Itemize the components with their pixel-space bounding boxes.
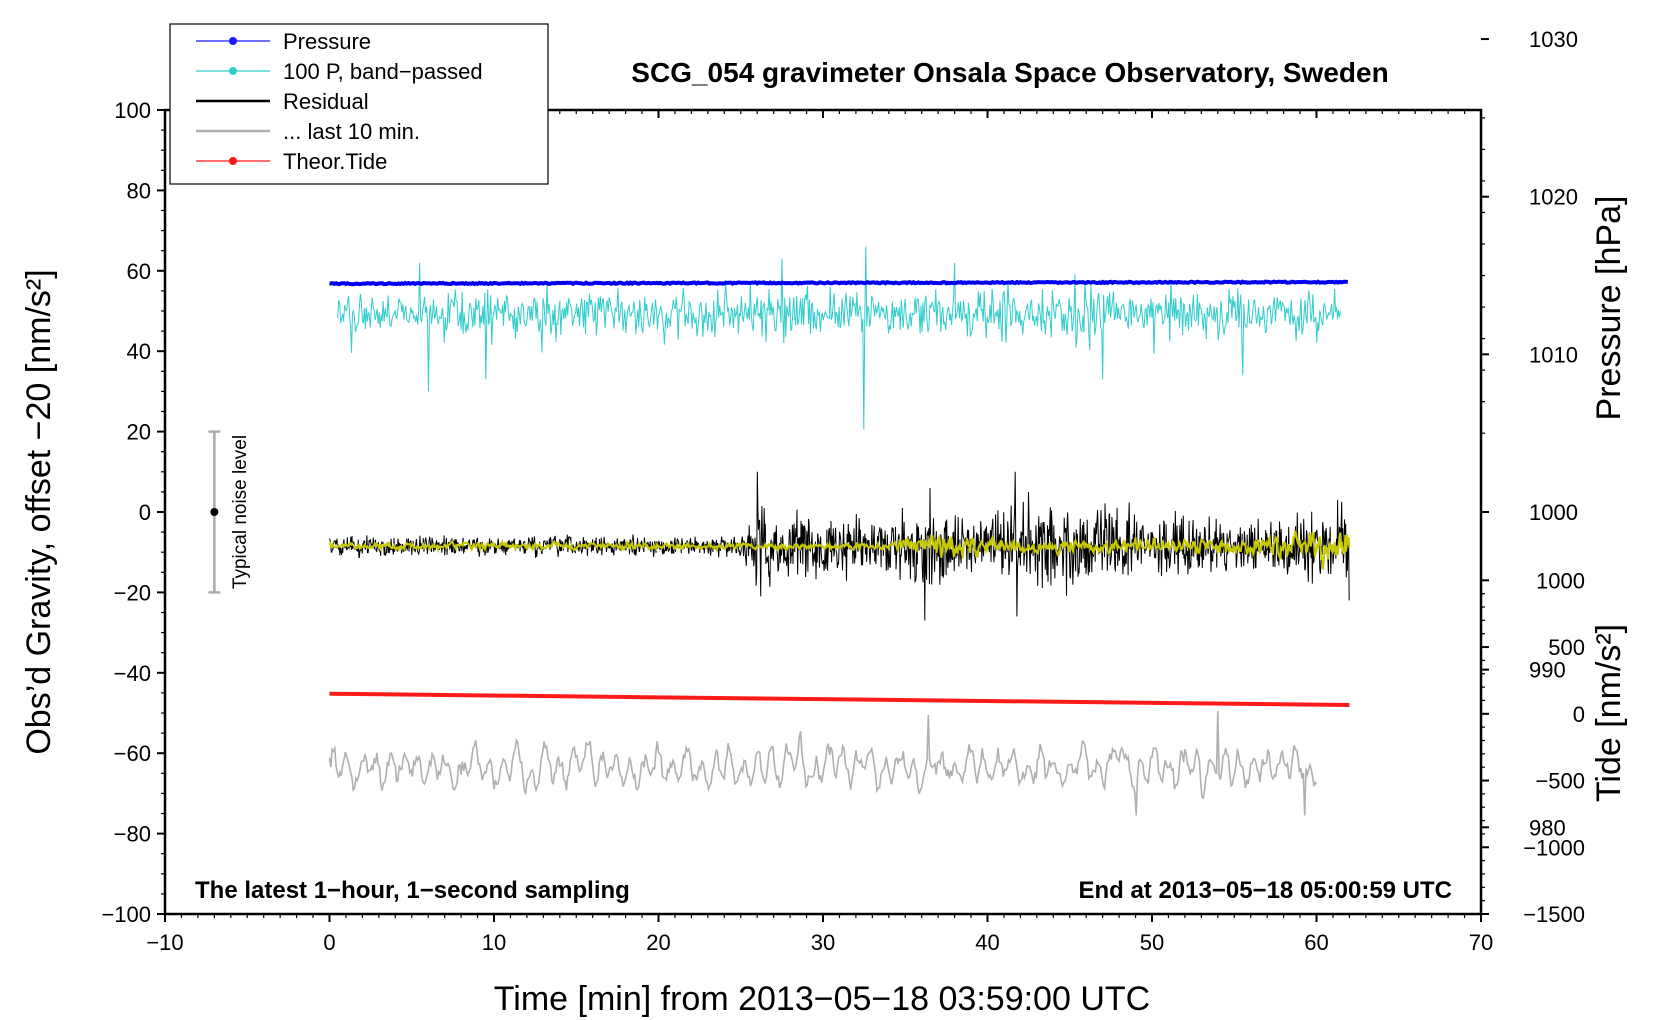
noise-bar-center-dot: [210, 508, 219, 516]
legend: Pressure 100 P, band−passed Residual ... la…: [169, 23, 549, 185]
series-last-10-min: [328, 710, 1318, 816]
series-theoretical-tide: [329, 691, 1350, 707]
tide-tick-label: 500: [1548, 635, 1585, 660]
pressure-tick-label: 1020: [1529, 185, 1578, 210]
x-tick-label: 30: [811, 930, 835, 955]
y-tick-label: −20: [114, 580, 151, 605]
series-layer: [328, 246, 1351, 816]
series-residual-smoothed: [328, 530, 1351, 570]
x-tick-label: 0: [323, 930, 335, 955]
x-tick-label: 20: [646, 930, 670, 955]
annotation-sampling: The latest 1−hour, 1−second sampling: [195, 877, 630, 904]
x-tick-label: 10: [482, 930, 506, 955]
y-axis-right: 980 990 1000 1010 1020 1030 −1500 −1000 −500 0 500…: [1481, 27, 1585, 927]
legend-label: ... last 10 min.: [283, 119, 420, 144]
y-tick-label: 40: [127, 339, 151, 364]
tide-tick-label: 0: [1573, 702, 1585, 727]
pressure-tick-label: 1030: [1529, 27, 1578, 52]
y-axis-label-pressure: Pressure [hPa]: [1590, 196, 1628, 421]
legend-entry: 100 P, band−passed: [196, 59, 483, 84]
series-pressure: [329, 279, 1349, 287]
x-axis: −10 0 10 20 30 40 50 60 70: [146, 110, 1493, 955]
x-tick-label: 50: [1140, 930, 1164, 955]
legend-entry: Theor.Tide: [196, 149, 387, 174]
pressure-tick-label: 1010: [1529, 342, 1578, 367]
x-tick-label: 70: [1469, 930, 1493, 955]
tide-tick-label: −1000: [1523, 835, 1585, 860]
legend-marker: [229, 37, 237, 45]
tide-tick-label: −500: [1535, 769, 1585, 794]
x-tick-label: 60: [1304, 930, 1328, 955]
x-axis-label: Time [min] from 2013−05−18 03:59:00 UTC: [494, 980, 1150, 1018]
legend-entry: Pressure: [196, 29, 371, 54]
y-tick-label: −80: [114, 822, 151, 847]
y-tick-label: 100: [114, 98, 151, 123]
legend-label: 100 P, band−passed: [283, 59, 483, 84]
noise-level-indicator: [208, 430, 221, 594]
y-tick-label: 60: [127, 259, 151, 284]
series-pressure-band-passed: [337, 246, 1341, 430]
legend-label: Theor.Tide: [283, 149, 387, 174]
legend-entry: ... last 10 min.: [196, 119, 420, 144]
tide-tick-label: 1000: [1536, 568, 1585, 593]
pressure-tick-label: 990: [1529, 658, 1566, 683]
y-tick-label: 80: [127, 178, 151, 203]
legend-label: Residual: [283, 89, 369, 114]
series-residual: [329, 471, 1350, 621]
pressure-tick-label: 980: [1529, 815, 1566, 840]
y-tick-label: −60: [114, 741, 151, 766]
noise-level-label: Typical noise level: [230, 435, 251, 589]
plot-frame: [163, 108, 1483, 916]
y-tick-label: 20: [127, 420, 151, 445]
legend-marker: [229, 67, 237, 75]
legend-entries: Pressure 100 P, band−passed Residual ... la…: [196, 29, 483, 174]
y-tick-label: −40: [114, 661, 151, 686]
x-tick-label: 40: [975, 930, 999, 955]
y-tick-label: 0: [139, 500, 151, 525]
legend-entry: Residual: [196, 89, 369, 114]
legend-label: Pressure: [283, 29, 371, 54]
x-tick-label: −10: [146, 930, 183, 955]
y-axis-label-tide: Tide [nm/s²]: [1590, 624, 1628, 802]
chart-title: SCG_054 gravimeter Onsala Space Observat…: [631, 57, 1388, 88]
y-axis-label-left: Obs’d Gravity, offset −20 [nm/s²]: [20, 269, 58, 754]
annotation-end-time: End at 2013−05−18 05:00:59 UTC: [1078, 877, 1452, 904]
tide-tick-label: −1500: [1523, 902, 1585, 927]
pressure-tick-label: 1000: [1529, 500, 1578, 525]
y-axis-left: −100 −80 −60 −40 −20 0 20 40 60 80 100: [101, 98, 165, 927]
y-tick-label: −100: [101, 902, 151, 927]
legend-marker: [229, 157, 237, 165]
